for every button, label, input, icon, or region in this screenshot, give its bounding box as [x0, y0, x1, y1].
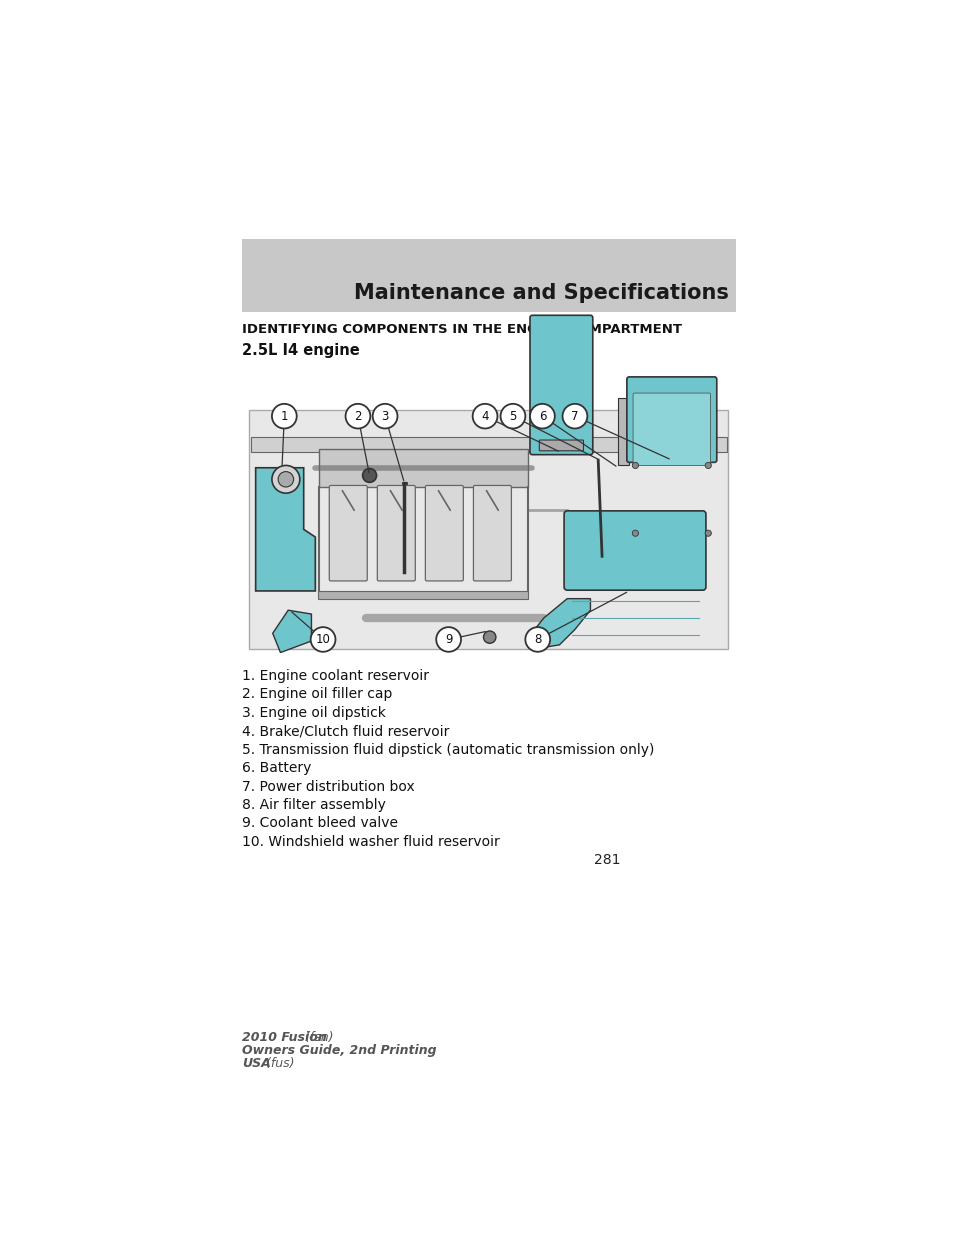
Text: 2: 2 [354, 410, 361, 422]
Text: (fus): (fus) [261, 1057, 294, 1071]
Circle shape [483, 631, 496, 643]
Polygon shape [255, 468, 315, 592]
Text: 1. Engine coolant reservoir: 1. Engine coolant reservoir [241, 668, 428, 683]
Text: (fsn): (fsn) [300, 1031, 333, 1044]
FancyBboxPatch shape [530, 315, 592, 454]
Circle shape [436, 627, 460, 652]
Text: IDENTIFYING COMPONENTS IN THE ENGINE COMPARTMENT: IDENTIFYING COMPONENTS IN THE ENGINE COM… [241, 322, 681, 336]
FancyBboxPatch shape [249, 410, 728, 648]
Text: 10. Windshield washer fluid reservoir: 10. Windshield washer fluid reservoir [241, 835, 499, 848]
Text: 2010 Fusion: 2010 Fusion [241, 1031, 326, 1044]
FancyBboxPatch shape [538, 440, 583, 451]
Circle shape [373, 404, 397, 429]
Text: 6: 6 [538, 410, 545, 422]
FancyBboxPatch shape [633, 393, 710, 466]
FancyBboxPatch shape [626, 377, 716, 462]
Text: 6. Battery: 6. Battery [241, 761, 311, 776]
Circle shape [272, 404, 296, 429]
Circle shape [632, 462, 638, 468]
FancyBboxPatch shape [425, 485, 463, 580]
Text: 8: 8 [534, 634, 541, 646]
Circle shape [345, 404, 370, 429]
Circle shape [704, 462, 711, 468]
Circle shape [500, 404, 525, 429]
FancyBboxPatch shape [319, 448, 528, 487]
Text: 4: 4 [481, 410, 488, 422]
FancyBboxPatch shape [329, 485, 367, 580]
FancyBboxPatch shape [251, 437, 726, 452]
Text: 4. Brake/Clutch fluid reservoir: 4. Brake/Clutch fluid reservoir [241, 724, 449, 739]
Polygon shape [273, 610, 311, 652]
Text: 5: 5 [509, 410, 517, 422]
FancyBboxPatch shape [617, 398, 629, 466]
FancyBboxPatch shape [241, 240, 736, 312]
Text: 3: 3 [381, 410, 389, 422]
FancyBboxPatch shape [563, 511, 705, 590]
Text: 8. Air filter assembly: 8. Air filter assembly [241, 798, 385, 811]
Text: USA: USA [241, 1057, 270, 1071]
Text: 10: 10 [315, 634, 330, 646]
Polygon shape [528, 599, 590, 648]
Circle shape [272, 466, 299, 493]
Text: 9: 9 [444, 634, 452, 646]
Circle shape [311, 627, 335, 652]
Circle shape [362, 468, 376, 483]
Circle shape [472, 404, 497, 429]
Text: Owners Guide, 2nd Printing: Owners Guide, 2nd Printing [241, 1044, 436, 1057]
Text: 2. Engine oil filler cap: 2. Engine oil filler cap [241, 687, 392, 701]
FancyBboxPatch shape [473, 485, 511, 580]
Circle shape [530, 404, 555, 429]
Text: 5. Transmission fluid dipstick (automatic transmission only): 5. Transmission fluid dipstick (automati… [241, 742, 654, 757]
FancyBboxPatch shape [377, 485, 415, 580]
FancyBboxPatch shape [317, 592, 528, 599]
Circle shape [525, 627, 550, 652]
Text: 9. Coolant bleed valve: 9. Coolant bleed valve [241, 816, 397, 830]
Text: 3. Engine oil dipstick: 3. Engine oil dipstick [241, 705, 385, 720]
Text: Maintenance and Specifications: Maintenance and Specifications [354, 283, 728, 303]
Text: 2.5L I4 engine: 2.5L I4 engine [241, 343, 359, 358]
Text: 7: 7 [571, 410, 578, 422]
Circle shape [632, 530, 638, 536]
Text: 1: 1 [280, 410, 288, 422]
Text: 7. Power distribution box: 7. Power distribution box [241, 779, 414, 794]
Circle shape [704, 530, 711, 536]
Circle shape [278, 472, 294, 487]
Text: 281: 281 [594, 853, 620, 867]
Circle shape [562, 404, 587, 429]
